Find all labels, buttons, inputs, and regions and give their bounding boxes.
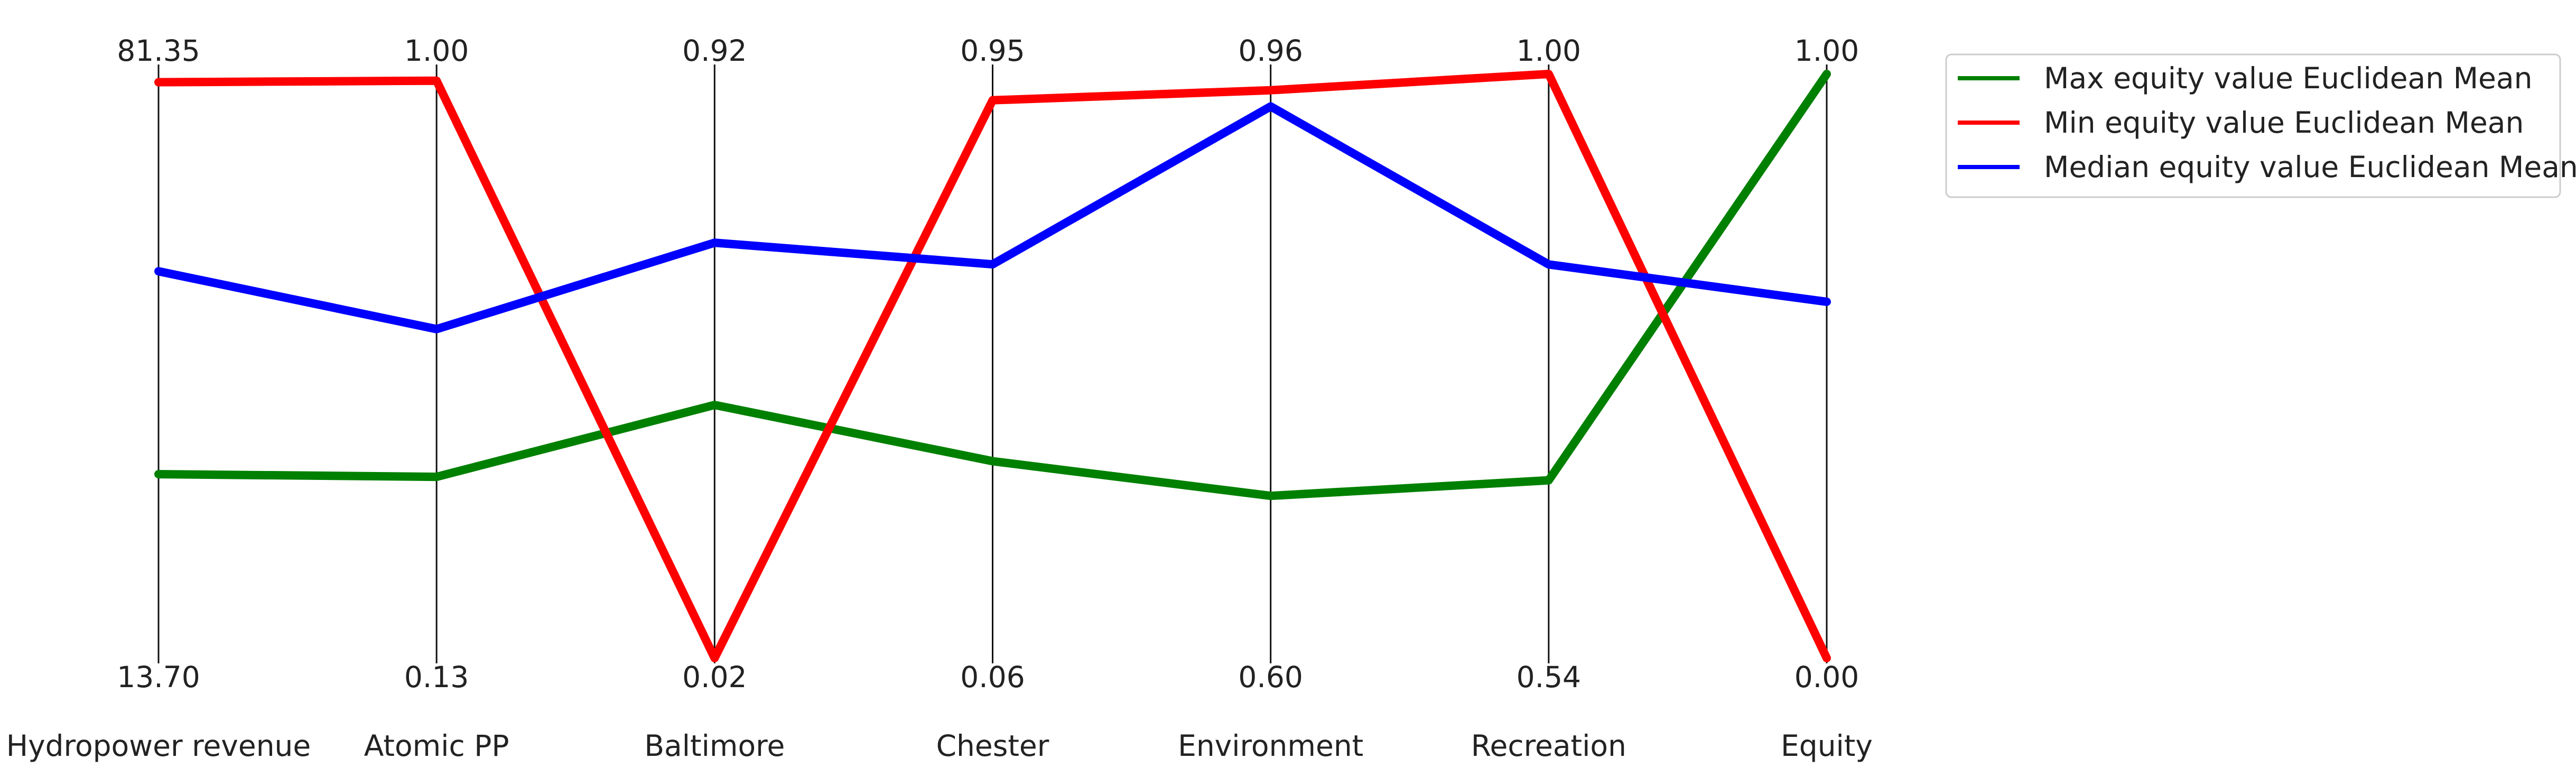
axis-min-label: 0.60: [1238, 660, 1303, 694]
series-line-2: [154, 102, 1831, 334]
axis-5: 1.00 0.54 Recreation: [1471, 34, 1626, 763]
axis-max-label: 0.95: [960, 34, 1025, 68]
legend-items: Max equity value Euclidean Mean Min equit…: [1958, 61, 2576, 184]
axis-2: 0.92 0.02 Baltimore: [644, 34, 785, 763]
axis-max-label: 0.92: [682, 34, 747, 68]
axis-max-label: 0.96: [1238, 34, 1303, 68]
axis-min-label: 0.00: [1794, 660, 1859, 694]
axis-name-label: Equity: [1781, 729, 1873, 763]
legend-label: Median equity value Euclidean Mean: [2044, 150, 2576, 184]
axis-4: 0.96 0.60 Environment: [1178, 34, 1363, 763]
axis-max-label: 1.00: [404, 34, 469, 68]
axis-min-label: 0.54: [1517, 660, 1581, 694]
axis-min-label: 0.06: [960, 660, 1025, 694]
series-layer: [154, 70, 1831, 662]
axis-name-label: Recreation: [1471, 729, 1626, 763]
legend-label: Max equity value Euclidean Mean: [2044, 61, 2532, 95]
series-line-1: [154, 70, 1831, 662]
axis-3: 0.95 0.06 Chester: [936, 34, 1049, 763]
legend: Max equity value Euclidean Mean Min equit…: [1945, 53, 2576, 198]
legend-item-0: Max equity value Euclidean Mean: [1958, 61, 2532, 95]
legend-item-2: Median equity value Euclidean Mean: [1958, 150, 2576, 184]
axis-min-label: 0.02: [682, 660, 747, 694]
axis-max-label: 1.00: [1794, 34, 1859, 68]
axes-layer: 81.35 13.70 Hydropower revenue 1.00 0.13 Atom…: [6, 34, 1873, 763]
axis-min-label: 13.70: [117, 660, 200, 694]
series-line-0: [154, 70, 1831, 501]
legend-frame: [1945, 53, 2561, 198]
axis-min-label: 0.13: [404, 660, 469, 694]
axis-name-label: Hydropower revenue: [6, 729, 311, 763]
axis-max-label: 1.00: [1517, 34, 1581, 68]
legend-item-1: Min equity value Euclidean Mean: [1958, 106, 2524, 140]
axis-6: 1.00 0.00 Equity: [1781, 34, 1873, 763]
legend-label: Min equity value Euclidean Mean: [2044, 106, 2524, 140]
axis-name-label: Chester: [936, 729, 1049, 763]
axis-max-label: 81.35: [117, 34, 200, 68]
axis-name-label: Environment: [1178, 729, 1363, 763]
axis-name-label: Baltimore: [644, 729, 785, 763]
axis-0: 81.35 13.70 Hydropower revenue: [6, 34, 311, 763]
axis-name-label: Atomic PP: [364, 729, 509, 763]
axis-1: 1.00 0.13 Atomic PP: [364, 34, 509, 763]
